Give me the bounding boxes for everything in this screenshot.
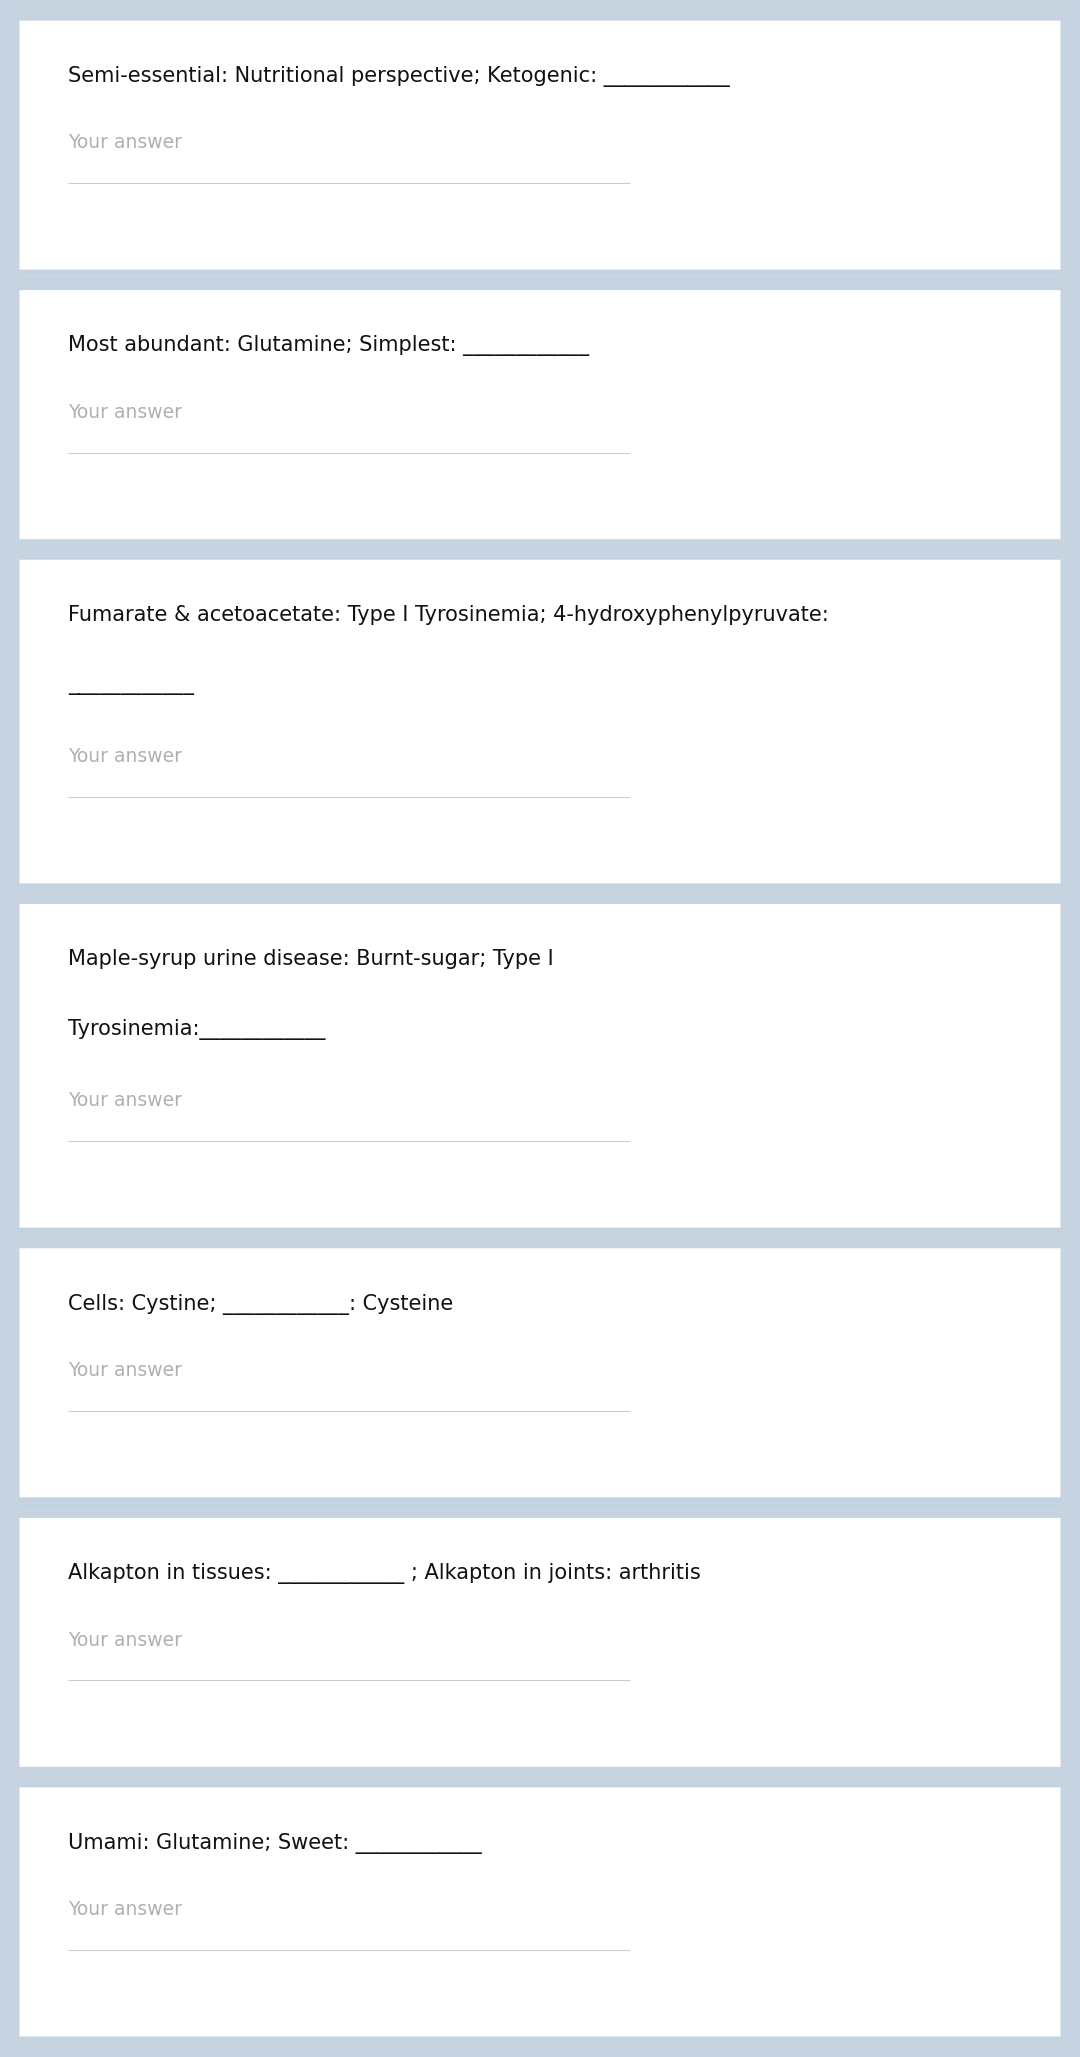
Text: Cells: Cystine; ____________: Cysteine: Cells: Cystine; ____________: Cysteine bbox=[68, 1294, 454, 1314]
FancyBboxPatch shape bbox=[19, 560, 1061, 882]
Text: ____________: ____________ bbox=[68, 675, 194, 695]
Text: Semi-essential: Nutritional perspective; Ketogenic: ____________: Semi-essential: Nutritional perspective;… bbox=[68, 66, 730, 86]
Text: Your answer: Your answer bbox=[68, 134, 183, 152]
Text: Your answer: Your answer bbox=[68, 1362, 183, 1380]
Text: Maple-syrup urine disease: Burnt-sugar; Type I: Maple-syrup urine disease: Burnt-sugar; … bbox=[68, 948, 554, 969]
Text: Your answer: Your answer bbox=[68, 1631, 183, 1650]
Text: Your answer: Your answer bbox=[68, 403, 183, 422]
Text: Your answer: Your answer bbox=[68, 747, 183, 765]
FancyBboxPatch shape bbox=[19, 290, 1061, 539]
Text: Your answer: Your answer bbox=[68, 1901, 183, 1919]
Text: Your answer: Your answer bbox=[68, 1092, 183, 1111]
FancyBboxPatch shape bbox=[19, 1788, 1061, 2036]
FancyBboxPatch shape bbox=[19, 1249, 1061, 1497]
Text: Tyrosinemia:____________: Tyrosinemia:____________ bbox=[68, 1018, 325, 1041]
Text: Fumarate & acetoacetate: Type I Tyrosinemia; 4-hydroxyphenylpyruvate:: Fumarate & acetoacetate: Type I Tyrosine… bbox=[68, 605, 828, 625]
FancyBboxPatch shape bbox=[19, 1518, 1061, 1767]
Text: Alkapton in tissues: ____________ ; Alkapton in joints: arthritis: Alkapton in tissues: ____________ ; Alka… bbox=[68, 1563, 701, 1584]
Text: Umami: Glutamine; Sweet: ____________: Umami: Glutamine; Sweet: ____________ bbox=[68, 1833, 482, 1853]
Text: Most abundant: Glutamine; Simplest: ____________: Most abundant: Glutamine; Simplest: ____… bbox=[68, 335, 590, 356]
FancyBboxPatch shape bbox=[19, 903, 1061, 1228]
FancyBboxPatch shape bbox=[19, 21, 1061, 269]
